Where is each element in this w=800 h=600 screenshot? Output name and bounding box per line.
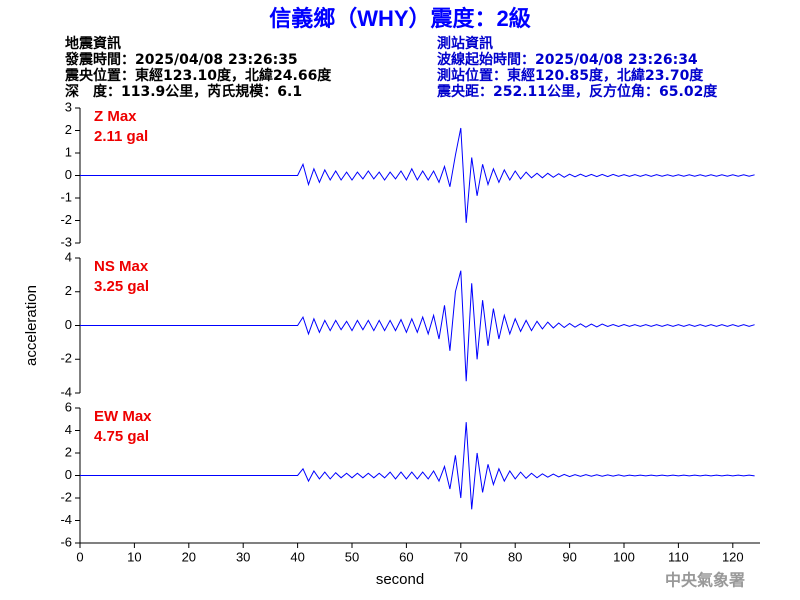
y-tick-label: 1 [65, 144, 72, 159]
agency-mark: 中央氣象署 [665, 571, 745, 590]
y-tick-label: 2 [65, 122, 72, 137]
x-tick-label: 70 [454, 549, 468, 564]
x-tick-label: 90 [562, 549, 576, 564]
y-tick-label: 0 [65, 467, 72, 482]
x-tick-label: 80 [508, 549, 522, 564]
station-info: 測站位置：東經120.85度，北緯23.70度 [437, 67, 704, 84]
y-tick-label: 4 [65, 249, 72, 264]
x-tick-label: 60 [399, 549, 413, 564]
y-tick-label: 6 [65, 399, 72, 414]
x-tick-label: 110 [668, 549, 689, 564]
x-tick-label: 120 [722, 549, 744, 564]
y-tick-label: 0 [65, 317, 72, 332]
y-tick-label: -6 [60, 534, 72, 549]
waveform [80, 127, 755, 223]
x-tick-label: 100 [613, 549, 635, 564]
y-tick-label: -2 [60, 489, 72, 504]
x-tick-label: 50 [345, 549, 359, 564]
y-tick-label: 0 [65, 167, 72, 182]
max-annotation: 3.25 gal [94, 278, 149, 295]
y-axis-label: acceleration [23, 285, 40, 366]
y-tick-label: -2 [60, 351, 72, 366]
y-tick-label: -1 [60, 189, 72, 204]
y-tick-label: -4 [60, 512, 72, 527]
y-tick-label: 4 [65, 422, 72, 437]
waveform [80, 422, 755, 510]
x-axis-label: second [376, 571, 424, 588]
chart-title: 信義鄉（WHY）震度：2級 [269, 6, 531, 31]
x-tick-label: 20 [182, 549, 196, 564]
station-info: 波線起始時間：2025/04/08 23:26:34 [437, 51, 698, 68]
max-annotation: NS Max [94, 258, 149, 275]
event-info: 深 度：113.9公里，芮氏規模：6.1 [65, 83, 302, 100]
station-info: 震央距：252.11公里，反方位角：65.02度 [436, 83, 718, 100]
x-tick-label: 40 [290, 549, 304, 564]
event-info: 震央位置：東經123.10度，北緯24.66度 [64, 67, 332, 84]
y-tick-label: 2 [65, 444, 72, 459]
x-tick-label: 10 [127, 549, 141, 564]
event-info: 發震時間：2025/04/08 23:26:35 [64, 51, 298, 68]
max-annotation: 2.11 gal [94, 128, 148, 145]
max-annotation: Z Max [94, 108, 137, 125]
y-tick-label: -2 [60, 212, 72, 227]
y-tick-label: 2 [65, 283, 72, 298]
max-annotation: 4.75 gal [94, 428, 149, 445]
max-annotation: EW Max [94, 408, 152, 425]
x-tick-label: 30 [236, 549, 250, 564]
x-tick-label: 0 [76, 549, 83, 564]
y-tick-label: -3 [60, 234, 72, 249]
y-tick-label: -4 [60, 384, 72, 399]
waveform [80, 270, 755, 382]
station-info: 測站資訊 [437, 35, 493, 52]
event-info: 地震資訊 [65, 35, 121, 52]
y-tick-label: 3 [65, 99, 72, 114]
